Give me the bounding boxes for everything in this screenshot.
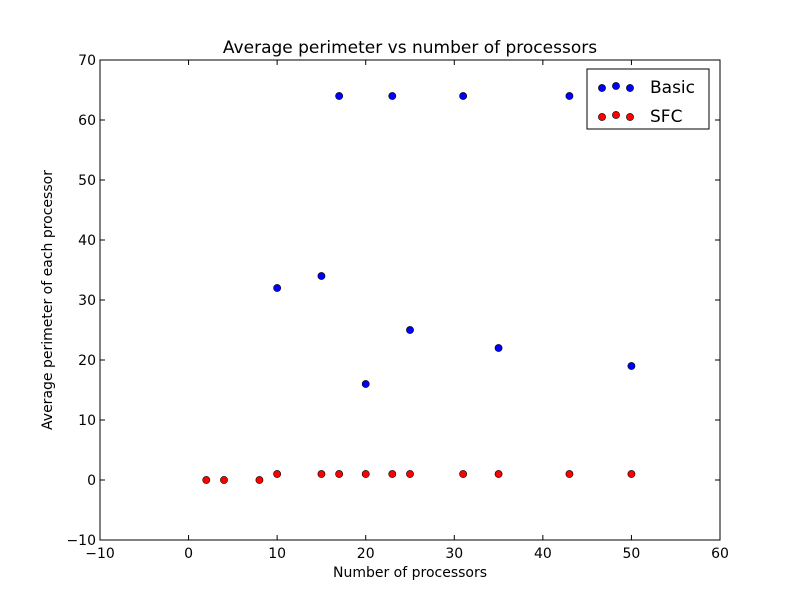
data-point-sfc — [273, 470, 282, 478]
y-tick-label: 40 — [78, 233, 96, 249]
data-point-sfc — [459, 470, 468, 478]
legend-marker-sfc — [598, 113, 606, 121]
legend-marker-sfc — [612, 111, 620, 119]
data-point-sfc — [565, 470, 574, 478]
legend-label-basic: Basic — [650, 78, 695, 98]
legend-marker-basic — [626, 84, 634, 92]
y-tick-label: 20 — [78, 353, 96, 369]
data-point-basic — [317, 272, 326, 280]
x-tick-label: 10 — [268, 546, 286, 562]
data-point-basic — [565, 92, 574, 100]
legend-marker-basic — [612, 82, 620, 90]
y-tick-label: 10 — [78, 413, 96, 429]
x-tick-label: 0 — [184, 546, 193, 562]
data-point-sfc — [335, 470, 344, 478]
y-tick-label: −10 — [66, 533, 96, 549]
data-point-sfc — [255, 476, 264, 484]
x-tick-label: 40 — [534, 546, 552, 562]
y-tick-label: 30 — [78, 293, 96, 309]
x-tick-label: 50 — [623, 546, 641, 562]
data-point-basic — [406, 326, 414, 334]
data-point-basic — [627, 362, 636, 370]
data-point-basic — [459, 92, 468, 100]
data-point-basic — [494, 344, 503, 352]
legend-marker-basic — [598, 84, 606, 92]
axis-ticks: −10 0 10 20 30 40 50 60 −10 0 10 20 30 40 50 60 70 — [66, 53, 728, 562]
x-axis-label: Number of processors — [333, 565, 487, 581]
x-tick-label: 20 — [357, 546, 375, 562]
data-point-sfc — [202, 476, 211, 484]
data-point-basic — [388, 92, 397, 100]
data-point-sfc — [494, 470, 503, 478]
data-point-sfc — [406, 470, 414, 478]
data-point-sfc — [627, 470, 636, 478]
legend-label-sfc: SFC — [650, 107, 682, 127]
chart-title: Average perimeter vs number of processor… — [223, 38, 597, 58]
data-point-sfc — [317, 470, 326, 478]
data-point-basic — [335, 92, 344, 100]
x-tick-label: −10 — [85, 546, 115, 562]
legend: Basic SFC — [586, 68, 710, 130]
y-tick-label: 0 — [87, 473, 96, 489]
legend-marker-sfc — [626, 113, 634, 121]
data-point-sfc — [388, 470, 397, 478]
legend-box — [586, 68, 710, 130]
data-point-sfc — [220, 476, 228, 484]
y-tick-label: 60 — [78, 113, 96, 129]
data-points — [202, 92, 636, 484]
plot-area-frame — [99, 59, 721, 541]
y-axis-label: Average perimeter of each processor — [40, 170, 56, 430]
data-point-basic — [273, 284, 282, 292]
x-tick-label: 60 — [711, 546, 729, 562]
x-tick-label: 30 — [445, 546, 463, 562]
y-tick-label: 50 — [78, 173, 96, 189]
y-tick-label: 70 — [78, 53, 96, 69]
data-point-basic — [361, 380, 370, 388]
data-point-sfc — [361, 470, 370, 478]
